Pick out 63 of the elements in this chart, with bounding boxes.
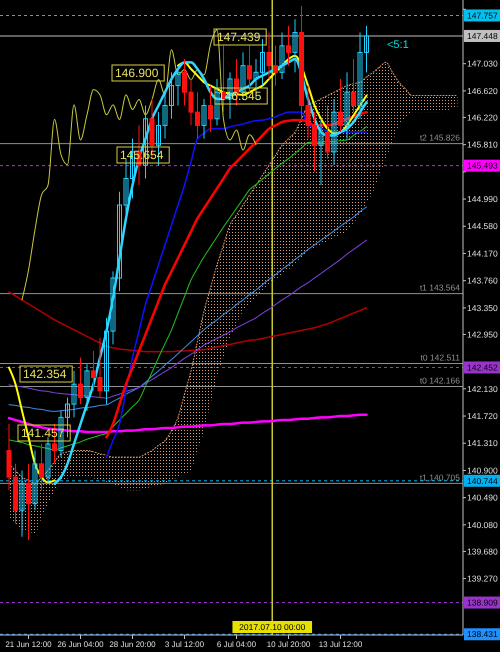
ref-line-label: t1 140.705 — [420, 472, 460, 482]
y-tick-label: 147.030 — [467, 58, 498, 69]
y-tick-label: 139.270 — [467, 574, 498, 584]
candlestick — [46, 436, 50, 484]
x-tick-label: 26 Jun 04:00 — [57, 640, 104, 649]
y-tick-label: 140.900 — [467, 465, 498, 476]
y-tick-label: 144.170 — [467, 248, 498, 258]
x-tick-label: 21 Jun 12:00 — [5, 640, 52, 649]
candlestick — [247, 45, 252, 93]
y-tick-label: 142.130 — [467, 384, 498, 394]
candlestick — [32, 450, 38, 511]
candlestick — [332, 98, 336, 166]
candlestick — [78, 357, 83, 405]
candlestick — [344, 72, 350, 140]
ref-line-label: t0 142.166 — [420, 375, 460, 386]
candlestick — [318, 118, 324, 186]
x-tick-label: 10 Jul 20:00 — [266, 640, 311, 649]
y-tick-label: 141.720 — [467, 411, 498, 422]
y-tick-label: 146.620 — [467, 86, 498, 96]
y-tick-label: 142.950 — [467, 329, 498, 340]
line-series — [8, 291, 368, 352]
y-tick-label: 139.680 — [467, 546, 498, 556]
candlestick — [325, 105, 330, 160]
candlestick — [280, 32, 284, 80]
candlestick — [39, 443, 44, 491]
y-tick-label: 145.810 — [467, 140, 498, 150]
ref-line-label: 147.757 — [467, 10, 498, 20]
ref-line-label: 142.452 — [467, 362, 498, 372]
y-tick-label: 140.080 — [467, 520, 498, 530]
y-tick-label: 143.760 — [467, 276, 498, 286]
y-tick-label: 140.490 — [467, 492, 498, 503]
candlestick — [351, 58, 356, 113]
candlestick — [338, 78, 343, 133]
annotation: <5:1 — [387, 38, 409, 51]
y-tick-label: 143.350 — [467, 302, 498, 313]
ref-line-label: t1 143.564 — [420, 282, 460, 293]
ref-line-label: 145.493 — [467, 160, 498, 171]
y-tick-label: 144.580 — [467, 221, 498, 232]
candlestick — [208, 85, 213, 133]
x-tick-label: 13 Jul 12:00 — [318, 640, 363, 649]
ref-line-label: 138.431 — [467, 629, 498, 640]
ref-line-label: t2 145.826 — [420, 132, 460, 143]
ref-line-label: t0 142.511 — [420, 352, 460, 363]
x-tick-label: 3 Jul 12:00 — [164, 640, 205, 649]
candlestick — [84, 364, 90, 412]
ref-line-label: 138.909 — [467, 598, 498, 608]
ref-line-label: 140.744 — [467, 476, 498, 486]
candlestick — [292, 18, 298, 73]
x-tick-label: 6 Jul 04:00 — [216, 640, 257, 649]
x-tick-label: 28 Jun 20:00 — [109, 640, 156, 649]
candlestick — [214, 78, 220, 126]
candlestick — [202, 98, 206, 140]
y-tick-label: 144.990 — [467, 194, 498, 204]
annotation: 142.354 — [23, 367, 67, 382]
y-tick-label: 141.310 — [467, 438, 498, 448]
ref-line-label: 147.448 — [467, 30, 498, 41]
y-tick-label: 146.220 — [467, 112, 498, 122]
candlestick — [26, 463, 31, 541]
annotation: 2017.07.10 00:00 — [239, 622, 306, 632]
candlestick — [20, 470, 24, 538]
annotation: 146.900 — [115, 66, 159, 80]
line-series — [8, 126, 367, 450]
candlestick — [286, 25, 291, 66]
